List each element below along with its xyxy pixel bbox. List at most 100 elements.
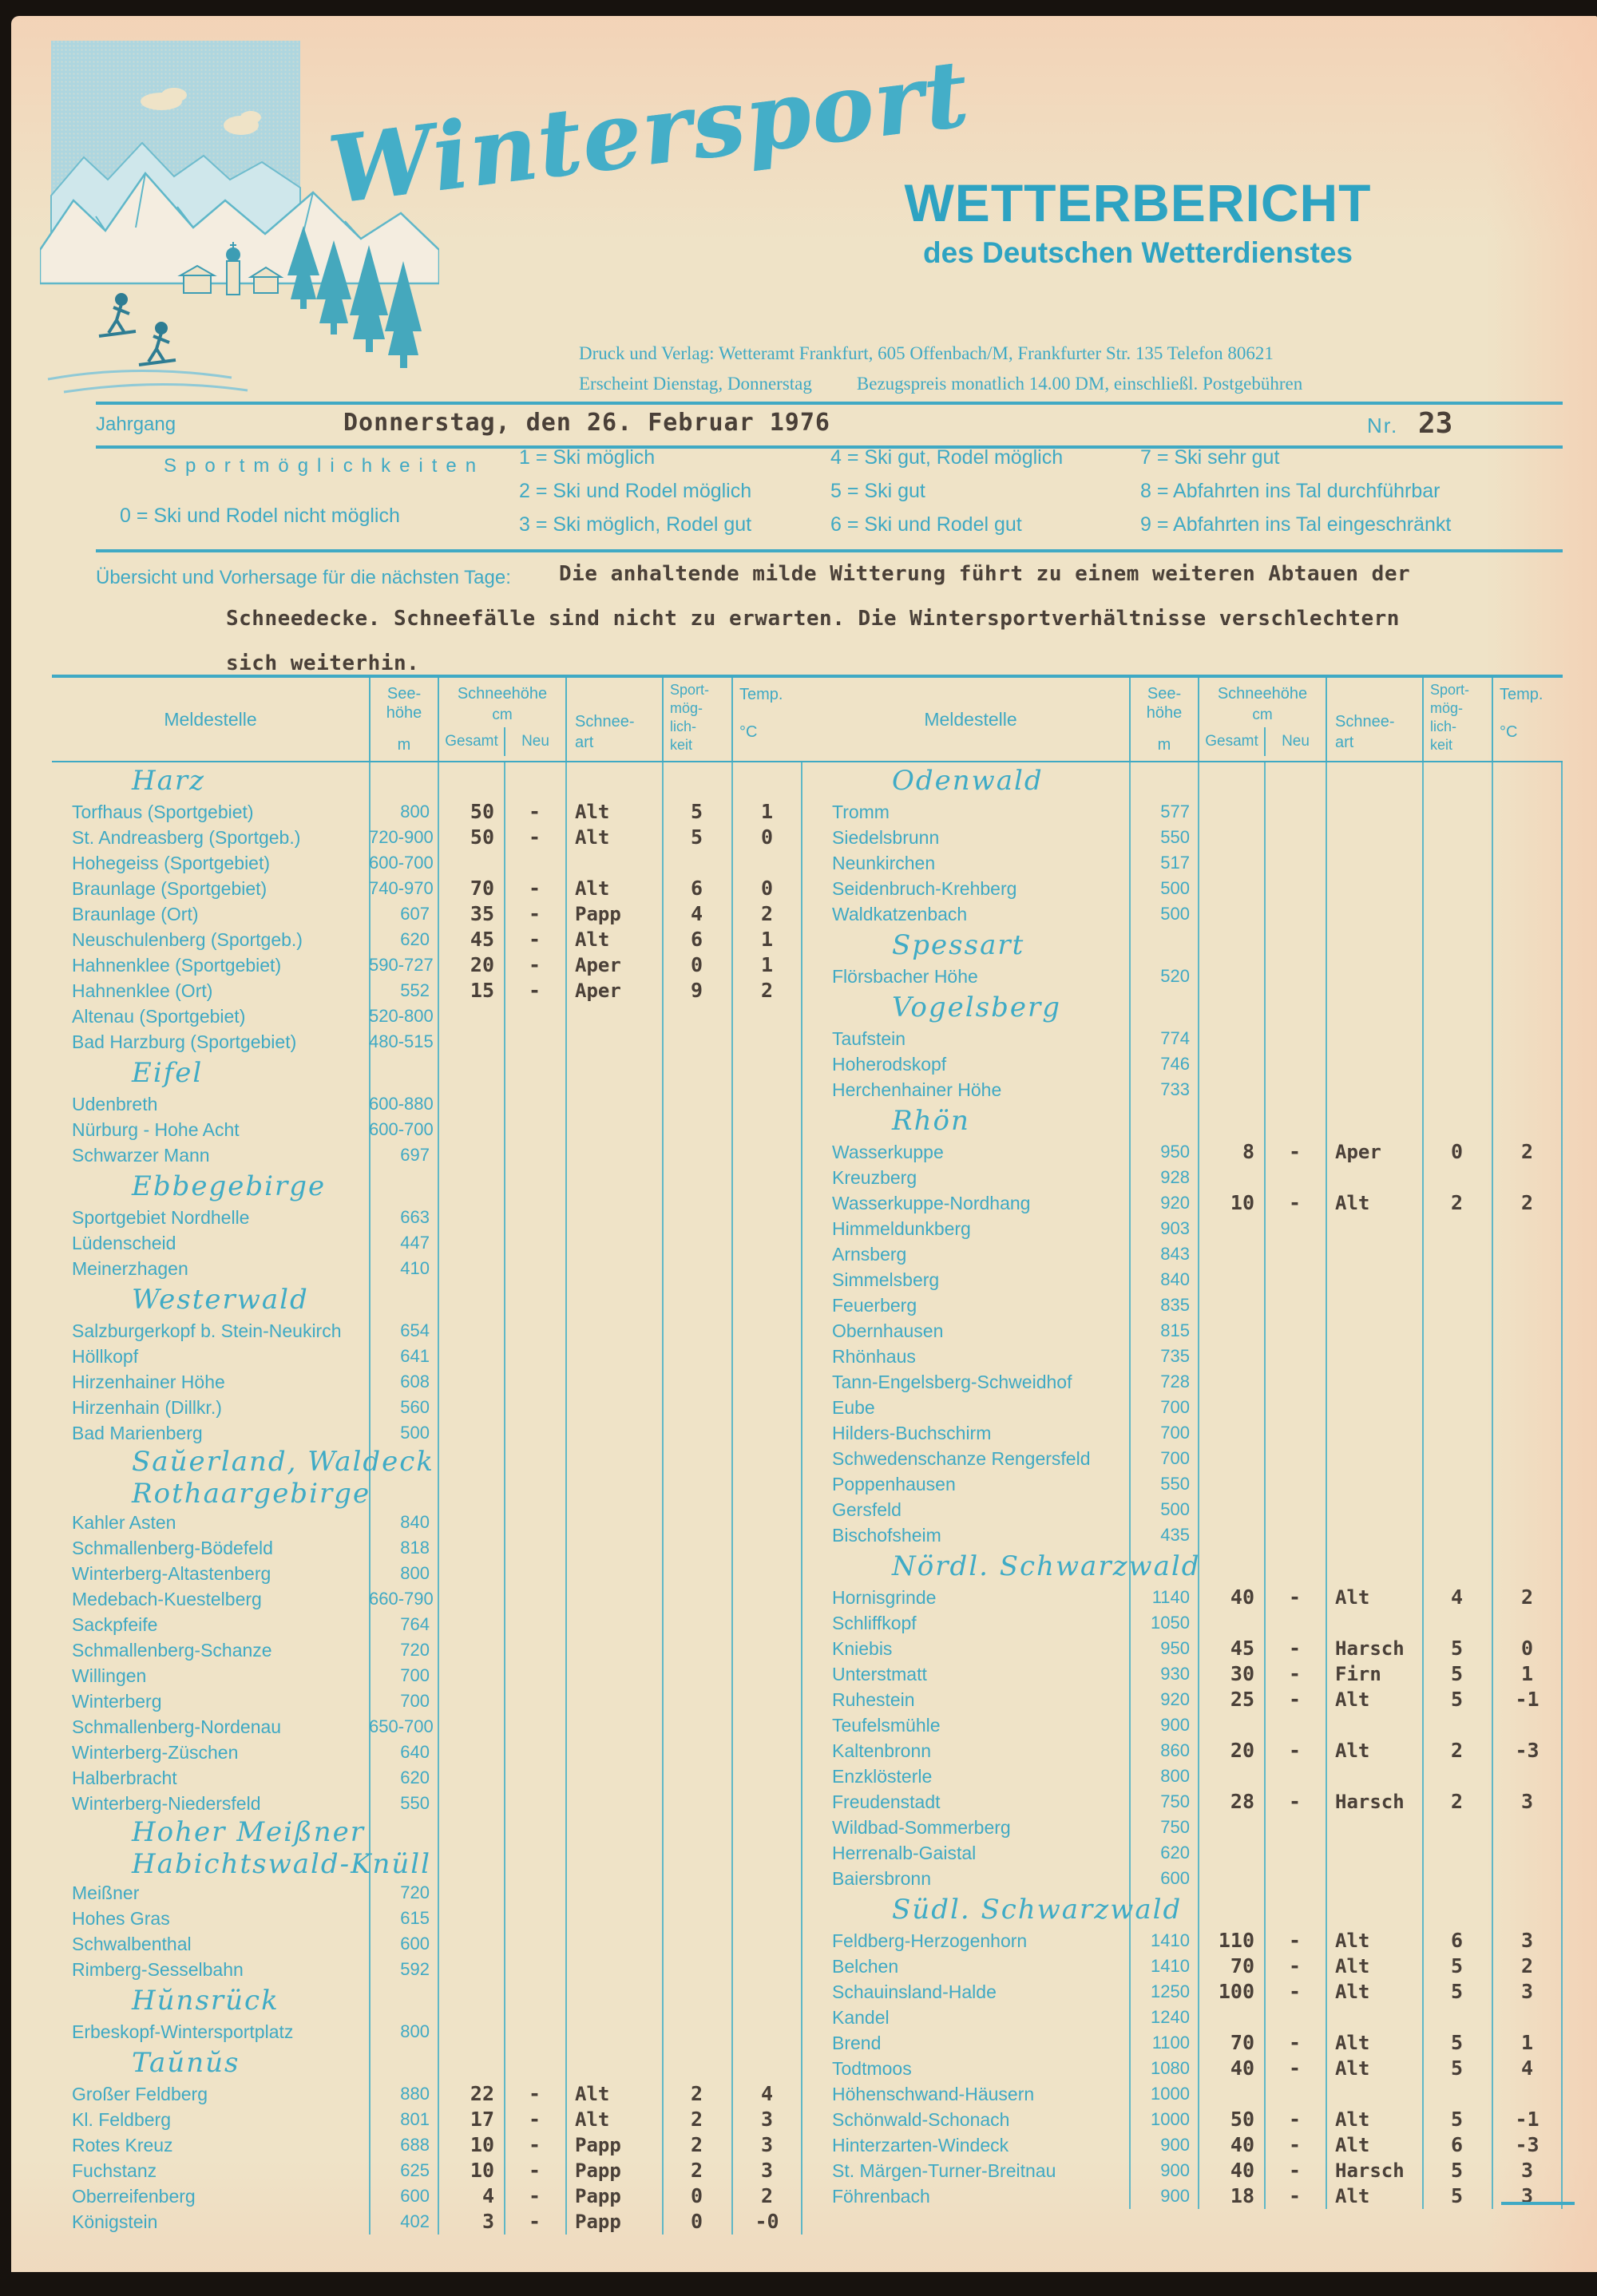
region-heading: Harz xyxy=(132,765,206,797)
divider xyxy=(1501,2202,1575,2205)
cell-schneehoehe-neu: - xyxy=(1288,2159,1302,2182)
cell-schneeart: Alt xyxy=(1335,1192,1370,1214)
station-row: Hahnenklee (Ort) 552 15 - Aper 9 2 xyxy=(52,978,802,1004)
cell-sportmoeglichkeit xyxy=(662,1931,731,1957)
station-name: Hirzenhain (Dillkr.) xyxy=(72,1397,222,1418)
station-row: Föhrenbach 900 18 - Alt 5 3 xyxy=(812,2183,1563,2209)
cell-sportmoeglichkeit: 5 xyxy=(1450,1662,1464,1685)
cell-schneehoehe-gesamt: 100 xyxy=(1218,1980,1254,2003)
cell-schneehoehe-gesamt xyxy=(438,1688,504,1714)
station-row: Neunkirchen 517 xyxy=(812,850,1563,876)
cell-temperatur xyxy=(731,1142,802,1168)
station-name: Oberreifenberg xyxy=(72,2186,196,2207)
cell-schneehoehe-gesamt xyxy=(1198,1051,1264,1077)
cell-temperatur xyxy=(1492,1077,1563,1102)
cell-schneehoehe-neu: - xyxy=(1288,1637,1302,1660)
cell-schneeart: Alt xyxy=(1335,1981,1370,2003)
cell-schneeart: Alt xyxy=(575,2083,610,2105)
cell-schneeart: Alt xyxy=(575,928,610,951)
cell-temperatur xyxy=(1492,1840,1563,1866)
station-row: Altenau (Sportgebiet) 520-800 xyxy=(52,1004,802,1029)
cell-temperatur: 4 xyxy=(1520,2057,1534,2080)
legend-item: 7 = Ski sehr gut xyxy=(1140,446,1280,469)
cell-temperatur xyxy=(1492,1446,1563,1471)
station-row: Schönwald-Schonach 1000 50 - Alt 5 -1 xyxy=(812,2107,1563,2132)
cell-schneeart xyxy=(565,1318,662,1344)
cell-sportmoeglichkeit xyxy=(1422,1344,1492,1369)
cell-schneeart xyxy=(1326,1344,1422,1369)
cell-schneehoehe-neu: - xyxy=(1288,1790,1302,1813)
cell-temperatur xyxy=(731,1117,802,1142)
cell-schneeart xyxy=(1326,1840,1422,1866)
cell-schneehoehe-neu: - xyxy=(528,2108,541,2131)
cell-schneehoehe-neu xyxy=(504,1256,565,1281)
cell-schneeart xyxy=(1326,1815,1422,1840)
cell-sportmoeglichkeit xyxy=(662,1612,731,1637)
cell-seehoehe-m: 500 xyxy=(1160,1499,1190,1519)
station-row: Halberbracht 620 xyxy=(52,1765,802,1791)
legend-item: 3 = Ski möglich, Rodel gut xyxy=(519,513,752,536)
cell-schneeart xyxy=(565,1420,662,1446)
col-header-schneeart: Schnee-art xyxy=(565,678,662,761)
cell-schneehoehe-neu xyxy=(1264,2005,1326,2030)
cell-schneehoehe-gesamt: 35 xyxy=(470,902,494,925)
cell-schneeart xyxy=(565,1880,662,1906)
cell-schneeart xyxy=(1326,1764,1422,1789)
cell-schneehoehe-gesamt xyxy=(438,850,504,876)
cell-schneehoehe-neu xyxy=(504,1931,565,1957)
cell-temperatur: 3 xyxy=(1520,2184,1534,2207)
station-name: Todtmoos xyxy=(832,2058,912,2079)
station-name: Tann-Engelsberg-Schweidhof xyxy=(832,1372,1072,1392)
cell-schneehoehe-gesamt xyxy=(438,1395,504,1420)
cell-seehoehe-m: 1410 xyxy=(1151,1956,1190,1976)
station-row: Udenbreth 600-880 xyxy=(52,1091,802,1117)
station-row: Hahnenklee (Sportgebiet) 590-727 20 - Aper 0 1 xyxy=(52,952,802,978)
cell-schneehoehe-neu xyxy=(1264,1395,1326,1420)
col-header-temp: Temp. °C xyxy=(731,678,802,761)
cell-schneehoehe-neu xyxy=(1264,1318,1326,1344)
cell-schneeart xyxy=(565,1029,662,1055)
cell-schneehoehe-neu: - xyxy=(1288,2184,1302,2207)
cell-schneeart xyxy=(1326,1610,1422,1636)
cell-sportmoeglichkeit xyxy=(662,1395,731,1420)
station-name: Schmallenberg-Bödefeld xyxy=(72,1538,273,1558)
station-name: Hinterzarten-Windeck xyxy=(832,2135,1009,2155)
cell-temperatur xyxy=(1492,2005,1563,2030)
station-row: Salzburgerkopf b. Stein-Neukirch 654 xyxy=(52,1318,802,1344)
cell-seehoehe-m: 700 xyxy=(1160,1397,1190,1417)
cell-seehoehe-m: 654 xyxy=(400,1320,430,1340)
cell-schneeart: Papp xyxy=(575,2134,621,2156)
station-row: Winterberg-Niedersfeld 550 xyxy=(52,1791,802,1816)
publisher-line1: Druck und Verlag: Wetteramt Frankfurt, 6… xyxy=(579,343,1274,363)
station-row: Bad Marienberg 500 xyxy=(52,1420,802,1446)
cell-temperatur: 3 xyxy=(760,2133,774,2156)
cell-seehoehe-m: 590-727 xyxy=(369,955,434,975)
cell-seehoehe-m: 560 xyxy=(400,1397,430,1417)
cell-temperatur: 0 xyxy=(760,825,774,849)
cell-schneehoehe-neu: - xyxy=(1288,1739,1302,1762)
cell-temperatur: 2 xyxy=(1520,1585,1534,1609)
station-row: Nürburg - Hohe Acht 600-700 xyxy=(52,1117,802,1142)
station-name: Hornisgrinde xyxy=(832,1587,937,1608)
cell-schneehoehe-neu: - xyxy=(1288,1980,1302,2003)
station-row: Rhönhaus 735 xyxy=(812,1344,1563,1369)
cell-temperatur xyxy=(731,2019,802,2045)
cell-schneehoehe-gesamt xyxy=(1198,1267,1264,1292)
station-row: Braunlage (Ort) 607 35 - Papp 4 2 xyxy=(52,901,802,927)
cell-schneeart xyxy=(565,1791,662,1816)
station-row: Schmallenberg-Schanze 720 xyxy=(52,1637,802,1663)
cell-temperatur xyxy=(731,1765,802,1791)
cell-temperatur xyxy=(731,1395,802,1420)
cell-seehoehe-m: 620 xyxy=(400,1768,430,1787)
cell-schneehoehe-neu: - xyxy=(1288,2108,1302,2131)
cell-seehoehe-m: 600 xyxy=(400,2186,430,2206)
cell-schneeart xyxy=(1326,1712,1422,1738)
station-row: Waldkatzenbach 500 xyxy=(812,901,1563,927)
cell-temperatur xyxy=(1492,1318,1563,1344)
cell-schneehoehe-gesamt xyxy=(1198,1318,1264,1344)
station-name: Belchen xyxy=(832,1956,899,1977)
station-name: Freudenstadt xyxy=(832,1791,941,1812)
region-heading: Nördl. Schwarzwald xyxy=(892,1550,1201,1582)
cell-schneehoehe-neu xyxy=(504,1029,565,1055)
cell-schneehoehe-gesamt xyxy=(438,1931,504,1957)
